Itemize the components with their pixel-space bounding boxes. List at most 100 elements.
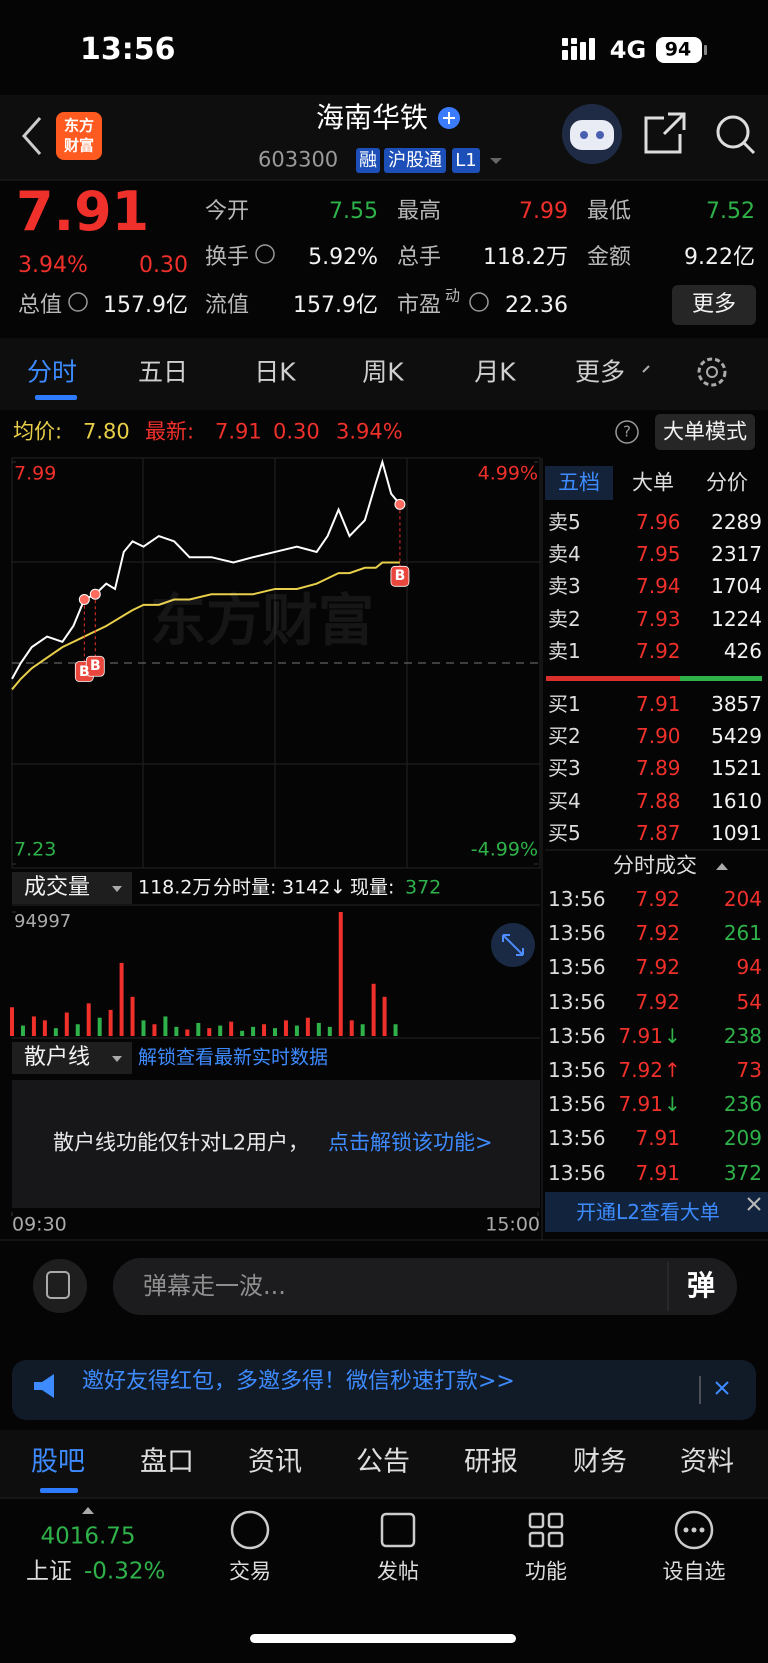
trade-time: 13:56 bbox=[548, 989, 606, 1014]
chart-watermark: 东方财富 bbox=[150, 589, 374, 654]
post-icon[interactable] bbox=[380, 1512, 416, 1548]
status-time: 13:56 bbox=[80, 32, 176, 67]
book-tab[interactable]: 分价 bbox=[706, 470, 748, 495]
y-tick-label: 7.99 bbox=[14, 462, 57, 485]
volume-selector-bg[interactable] bbox=[12, 872, 132, 904]
chart-tab[interactable]: 分时 bbox=[26, 357, 78, 387]
close-icon[interactable] bbox=[715, 1381, 729, 1395]
close-icon[interactable] bbox=[747, 1197, 761, 1211]
l2-banner[interactable]: 开通L2查看大单 bbox=[576, 1200, 720, 1224]
locked-panel[interactable] bbox=[12, 1080, 540, 1208]
info-icon bbox=[68, 292, 88, 312]
mode-button[interactable]: 大单模式 bbox=[663, 419, 747, 444]
nav-item[interactable]: 功能 bbox=[525, 1559, 567, 1584]
signal-icon bbox=[562, 38, 595, 60]
mode-button-bg[interactable] bbox=[655, 414, 755, 450]
function-icon[interactable] bbox=[528, 1512, 564, 1548]
field-label: 总值 bbox=[18, 293, 63, 318]
field-label: 最低 bbox=[587, 199, 632, 224]
stock-code: 603300 bbox=[258, 147, 339, 172]
search-icon[interactable] bbox=[716, 115, 750, 149]
locked-link[interactable]: 点击解锁该功能> bbox=[328, 1130, 493, 1155]
bottom-tab[interactable]: 资讯 bbox=[248, 1446, 302, 1478]
chart-tab[interactable]: 五日 bbox=[137, 357, 189, 387]
tabs-bg bbox=[0, 338, 768, 410]
trade-time: 13:56 bbox=[548, 955, 606, 980]
book-price: 7.95 bbox=[636, 542, 681, 567]
volume-bar bbox=[240, 1030, 245, 1036]
current-volume: 372 bbox=[405, 876, 442, 899]
bottom-tab[interactable]: 研报 bbox=[464, 1446, 518, 1478]
retail-selector-bg[interactable] bbox=[12, 1042, 132, 1074]
trade-arrow: ↑ bbox=[664, 1058, 681, 1082]
book-volume: 1224 bbox=[711, 606, 762, 631]
chart-tab[interactable]: 周K bbox=[362, 357, 404, 387]
volume-bar bbox=[64, 1012, 69, 1036]
index-value[interactable]: 4016.75 bbox=[40, 1523, 136, 1550]
last-price: 7.91 bbox=[16, 180, 150, 243]
nav-item[interactable]: 发帖 bbox=[377, 1559, 419, 1584]
share-icon[interactable] bbox=[644, 112, 686, 154]
trade-volume: 73 bbox=[736, 1058, 762, 1082]
back-icon[interactable] bbox=[21, 117, 42, 155]
book-price: 7.91 bbox=[636, 692, 681, 716]
bottom-tab[interactable]: 公告 bbox=[356, 1446, 410, 1478]
trade-icon[interactable] bbox=[230, 1510, 270, 1550]
megaphone-icon bbox=[34, 1374, 54, 1398]
promo-banner[interactable] bbox=[12, 1360, 756, 1420]
retail-unlock-link[interactable]: 解锁查看最新实时数据 bbox=[138, 1046, 329, 1069]
trade-price: 7.92 bbox=[618, 1058, 663, 1082]
book-tab-active-bg bbox=[545, 466, 613, 500]
index-name: 上证 bbox=[26, 1558, 72, 1585]
app-logo[interactable] bbox=[56, 112, 102, 160]
trades-title: 分时成交 bbox=[613, 853, 697, 878]
y2-tick-label: 4.99% bbox=[477, 462, 538, 485]
field-value: 22.36 bbox=[505, 293, 568, 318]
bottom-tab[interactable]: 股吧 bbox=[31, 1446, 85, 1478]
book-volume: 5429 bbox=[711, 724, 762, 749]
chart-tab[interactable]: 日K bbox=[254, 357, 296, 387]
trade-volume: 204 bbox=[723, 887, 762, 911]
comment-placeholder[interactable]: 弹幕走一波... bbox=[143, 1272, 286, 1300]
bottom-tab[interactable]: 盘口 bbox=[140, 1446, 194, 1478]
field-value: 118.2万 bbox=[483, 245, 568, 270]
promo-text[interactable]: 邀好友得红包，多邀多得！微信秒速打款>> bbox=[82, 1369, 515, 1394]
field-label: 最高 bbox=[397, 199, 442, 224]
volume-bar bbox=[108, 1009, 113, 1036]
more-button-bg[interactable] bbox=[672, 285, 756, 325]
l2-banner-bg[interactable] bbox=[545, 1192, 768, 1232]
more-button[interactable]: 更多 bbox=[691, 292, 737, 317]
book-tab[interactable]: 大单 bbox=[632, 470, 674, 495]
stock-tag: 沪股通 bbox=[388, 150, 442, 171]
nav-item[interactable]: 设自选 bbox=[662, 1559, 726, 1584]
logo-text[interactable]: 财富 bbox=[63, 136, 95, 155]
tab-underline bbox=[40, 1488, 78, 1493]
volume-arrow: ↓ bbox=[330, 876, 346, 899]
minute-volume-label: 分时量: bbox=[213, 876, 277, 899]
settings-icon[interactable] bbox=[697, 357, 727, 387]
chart-tab[interactable]: 更多 bbox=[574, 357, 626, 387]
book-tab[interactable]: 五档 bbox=[558, 470, 600, 495]
bid-bar bbox=[680, 676, 762, 681]
comment-input[interactable] bbox=[113, 1258, 737, 1315]
danmaku-button[interactable]: 弹 bbox=[686, 1269, 716, 1302]
volume-selector[interactable]: 成交量 bbox=[24, 875, 91, 900]
nav-item[interactable]: 交易 bbox=[229, 1559, 271, 1584]
trade-price: 7.92 bbox=[635, 887, 680, 911]
book-label: 卖4 bbox=[548, 542, 581, 567]
volume-bar bbox=[97, 1017, 102, 1036]
chart-tab[interactable]: 月K bbox=[474, 357, 516, 387]
bottom-tab[interactable]: 资料 bbox=[680, 1446, 734, 1478]
trade-time: 13:56 bbox=[548, 1160, 606, 1185]
book-price: 7.96 bbox=[636, 510, 681, 534]
bottom-tab[interactable]: 财务 bbox=[573, 1446, 627, 1478]
help-icon[interactable] bbox=[615, 420, 639, 444]
comment-icon-bg[interactable] bbox=[33, 1259, 87, 1313]
logo-text[interactable]: 东方 bbox=[63, 116, 95, 135]
code-dropdown[interactable] bbox=[490, 158, 502, 164]
help-mark[interactable]: ? bbox=[623, 422, 631, 441]
series-line bbox=[11, 458, 401, 680]
retail-selector[interactable]: 散户线 bbox=[24, 1045, 91, 1070]
book-label: 卖1 bbox=[548, 638, 581, 663]
watchlist-icon[interactable] bbox=[674, 1510, 714, 1550]
